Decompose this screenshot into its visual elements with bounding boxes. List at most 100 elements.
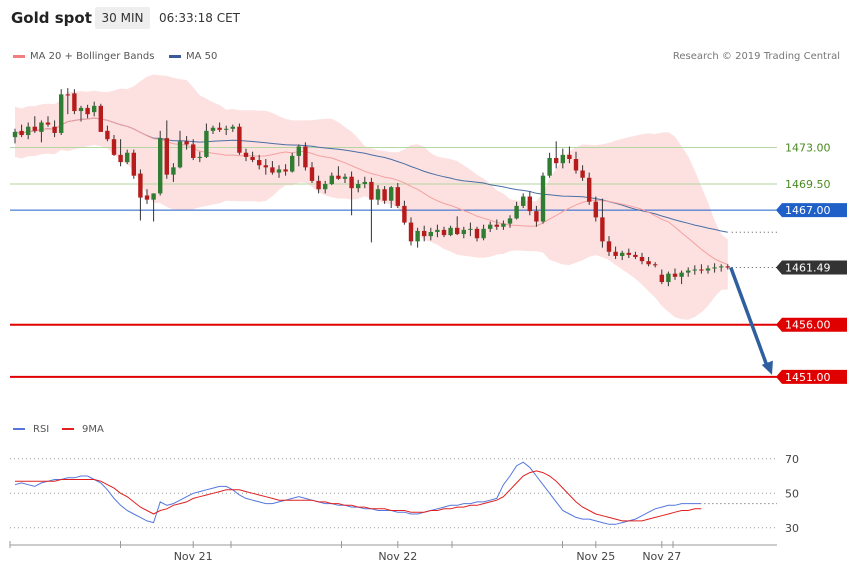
candle-body bbox=[197, 156, 202, 158]
candlesticks bbox=[12, 88, 730, 287]
candle-body bbox=[362, 181, 367, 185]
candle-body bbox=[455, 227, 460, 235]
candle-body bbox=[573, 159, 579, 171]
pivot-label-text: 1467.00 bbox=[785, 204, 831, 217]
candle-body bbox=[19, 130, 24, 136]
candle-body bbox=[580, 170, 585, 178]
candle-body bbox=[712, 267, 717, 269]
candle-body bbox=[408, 222, 414, 242]
instrument-title: Gold spot bbox=[11, 9, 92, 27]
candle-body bbox=[653, 264, 658, 266]
candle-body bbox=[448, 227, 453, 236]
forecast-arrow-head bbox=[761, 360, 773, 375]
candle-body bbox=[435, 229, 440, 232]
candle-body bbox=[184, 141, 189, 145]
candle-body bbox=[32, 126, 37, 131]
candle-body bbox=[316, 180, 321, 190]
candle-body bbox=[125, 152, 130, 163]
candle-body bbox=[725, 266, 730, 268]
rsi-tick-label: 70 bbox=[785, 453, 799, 466]
candle-body bbox=[92, 105, 97, 113]
candle-body bbox=[507, 218, 513, 224]
candle-body bbox=[626, 252, 631, 255]
support-label-bg bbox=[776, 369, 847, 384]
candle-body bbox=[646, 261, 651, 265]
candle-body bbox=[356, 184, 361, 189]
candle-body bbox=[12, 131, 18, 138]
candle-body bbox=[39, 122, 44, 132]
candle-body bbox=[303, 146, 308, 168]
last-price-label-text: 1461.49 bbox=[785, 262, 831, 275]
candle-body bbox=[666, 273, 671, 283]
candle-body bbox=[85, 107, 90, 115]
chart-header: Gold spot 30 MIN 06:33:18 CET bbox=[0, 0, 850, 36]
candle-body bbox=[705, 268, 711, 271]
candle-body bbox=[415, 230, 420, 242]
support-label-text: 1451.00 bbox=[785, 371, 831, 384]
candle-body bbox=[527, 196, 532, 212]
candle-body bbox=[65, 94, 70, 96]
candle-body bbox=[164, 138, 169, 175]
candle-body bbox=[243, 152, 249, 157]
candle-body bbox=[111, 139, 117, 155]
series-9ma bbox=[15, 470, 702, 522]
candle-body bbox=[283, 169, 288, 172]
candle-body bbox=[514, 205, 519, 219]
candle-body bbox=[151, 193, 156, 200]
candle-body bbox=[639, 256, 645, 262]
candle-body bbox=[224, 128, 229, 130]
candle-body bbox=[699, 269, 704, 271]
candle-body bbox=[52, 126, 57, 133]
candle-body bbox=[250, 156, 255, 161]
candle-body bbox=[105, 130, 110, 140]
candle-body bbox=[78, 107, 84, 112]
candle-body bbox=[567, 154, 572, 160]
forecast-arrow-shaft bbox=[729, 266, 769, 367]
candle-body bbox=[131, 152, 136, 176]
candle-body bbox=[428, 231, 433, 237]
candle-body bbox=[270, 167, 275, 173]
candle-body bbox=[329, 175, 334, 185]
candle-body bbox=[606, 241, 612, 252]
ma20-line bbox=[14, 117, 728, 265]
support-label-text: 1456.00 bbox=[785, 319, 831, 332]
candle-body bbox=[395, 187, 400, 206]
candle-body bbox=[26, 126, 31, 136]
candle-body bbox=[587, 177, 592, 202]
candle-body bbox=[177, 141, 183, 168]
candle-body bbox=[276, 169, 282, 173]
candle-body bbox=[98, 105, 103, 132]
time-axis-label: Nov 22 bbox=[378, 550, 417, 563]
candle-body bbox=[461, 229, 466, 235]
legend-ma50: MA 50 bbox=[169, 51, 217, 62]
candle-body bbox=[118, 154, 123, 163]
candle-body bbox=[540, 175, 546, 222]
candle-body bbox=[468, 228, 473, 230]
candle-body bbox=[613, 251, 618, 256]
candle-body bbox=[144, 195, 150, 200]
candle-body bbox=[402, 205, 407, 223]
candle-body bbox=[481, 228, 486, 239]
timestamp: 06:33:18 CET bbox=[159, 11, 240, 25]
candle-body bbox=[138, 173, 143, 198]
candle-body bbox=[521, 196, 526, 206]
legend-ma20-swatch bbox=[13, 54, 25, 58]
last-price-label: 1461.49 bbox=[776, 260, 847, 275]
candle-body bbox=[342, 176, 348, 179]
candle-body bbox=[263, 165, 268, 168]
timeframe-badge[interactable]: 30 MIN bbox=[95, 7, 150, 29]
resistance-label: 1473.00 bbox=[785, 142, 831, 155]
resistance-label: 1469.50 bbox=[785, 178, 831, 191]
legend-ma20-label: MA 20 + Bollinger Bands bbox=[30, 51, 155, 62]
candle-body bbox=[488, 224, 493, 229]
candle-body bbox=[191, 144, 196, 158]
candle-body bbox=[534, 211, 539, 222]
candle-body bbox=[686, 270, 691, 273]
candle-body bbox=[375, 189, 381, 200]
time-axis-label: Nov 25 bbox=[576, 550, 615, 563]
candle-body bbox=[257, 160, 262, 166]
candle-body bbox=[633, 254, 638, 257]
support-label-bg bbox=[776, 317, 847, 332]
candle-body bbox=[217, 127, 222, 130]
